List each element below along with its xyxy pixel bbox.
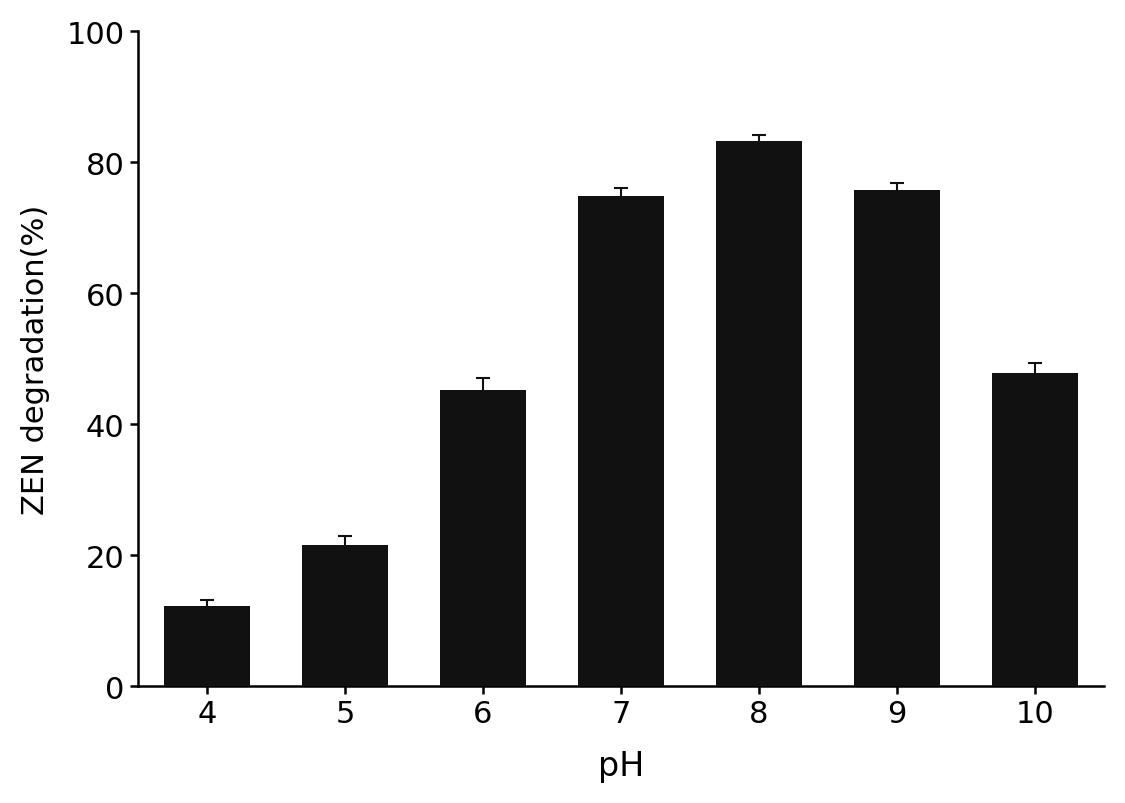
- Bar: [578, 197, 664, 687]
- X-axis label: pH: pH: [597, 749, 645, 782]
- Bar: [854, 190, 939, 687]
- Y-axis label: ZEN degradation(%): ZEN degradation(%): [21, 204, 50, 514]
- Bar: [440, 391, 525, 687]
- Bar: [717, 142, 802, 687]
- Bar: [992, 373, 1078, 687]
- Bar: [164, 606, 250, 687]
- Bar: [303, 546, 388, 687]
